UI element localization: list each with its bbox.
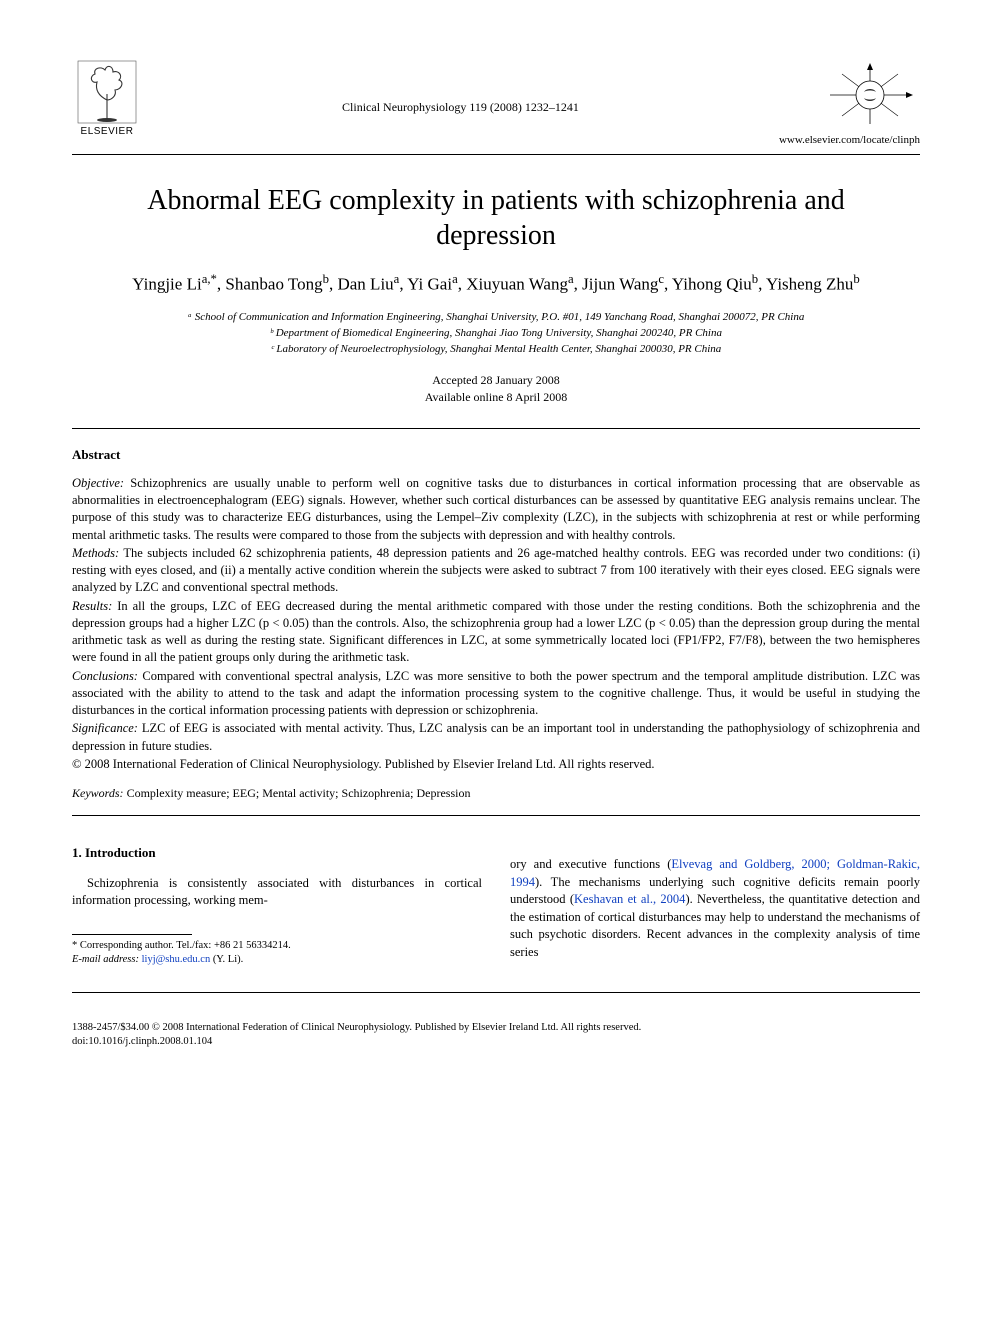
affiliation-b: ᵇ Department of Biomedical Engineering, … xyxy=(72,326,920,342)
abstract-top-rule xyxy=(72,428,920,429)
body-columns: 1. Introduction Schizophrenia is consist… xyxy=(72,844,920,974)
journal-url: www.elsevier.com/locate/clinph xyxy=(779,134,920,146)
abstract-results: Results: In all the groups, LZC of EEG d… xyxy=(72,598,920,667)
email-address[interactable]: liyj@shu.edu.cn xyxy=(142,954,211,965)
significance-label: Significance: xyxy=(72,721,138,735)
body-column-left: 1. Introduction Schizophrenia is consist… xyxy=(72,844,482,974)
publisher-logo: ELSEVIER xyxy=(72,60,142,140)
header-rule xyxy=(72,154,920,155)
abstract-heading: Abstract xyxy=(72,447,920,463)
keywords-label: Keywords: xyxy=(72,786,124,800)
methods-text: The subjects included 62 schizophrenia p… xyxy=(72,546,920,595)
footer-rule xyxy=(72,992,920,993)
publisher-name: ELSEVIER xyxy=(81,126,134,137)
clinph-compass-icon xyxy=(820,60,920,130)
intro-para-1-cont: ory and executive functions (Elvevag and… xyxy=(510,856,920,961)
affiliation-a: ᵃ School of Communication and Informatio… xyxy=(72,310,920,326)
results-label: Results: xyxy=(72,599,112,613)
email-suffix: (Y. Li). xyxy=(213,954,243,965)
objective-text: Schizophrenics are usually unable to per… xyxy=(72,476,920,542)
methods-label: Methods: xyxy=(72,546,119,560)
objective-label: Objective: xyxy=(72,476,124,490)
body-text-1: ory and executive functions ( xyxy=(510,857,671,871)
page: ELSEVIER Clinical Neurophysiology 119 (2… xyxy=(0,0,992,1089)
article-dates: Accepted 28 January 2008 Available onlin… xyxy=(72,372,920,406)
intro-para-1: Schizophrenia is consistently associated… xyxy=(72,875,482,910)
citation-keshavan[interactable]: Keshavan et al., 2004 xyxy=(574,892,685,906)
affiliation-c: ᶜ Laboratory of Neuroelectrophysiology, … xyxy=(72,342,920,358)
affiliations: ᵃ School of Communication and Informatio… xyxy=(72,310,920,358)
corr-email-line: E-mail address: liyj@shu.edu.cn (Y. Li). xyxy=(72,953,482,967)
abstract-copyright: © 2008 International Federation of Clini… xyxy=(72,757,920,772)
abstract-conclusions: Conclusions: Compared with conventional … xyxy=(72,668,920,720)
abstract-objective: Objective: Schizophrenics are usually un… xyxy=(72,475,920,544)
footer-doi: doi:10.1016/j.clinph.2008.01.104 xyxy=(72,1035,920,1049)
corr-author-line: * Corresponding author. Tel./fax: +86 21… xyxy=(72,939,482,953)
abstract: Abstract Objective: Schizophrenics are u… xyxy=(72,447,920,772)
online-date: Available online 8 April 2008 xyxy=(72,389,920,406)
footnote-rule xyxy=(72,934,192,935)
page-footer: 1388-2457/$34.00 © 2008 International Fe… xyxy=(72,1021,920,1049)
corresponding-author-footnote: * Corresponding author. Tel./fax: +86 21… xyxy=(72,939,482,967)
article-title: Abnormal EEG complexity in patients with… xyxy=(132,183,860,253)
abstract-methods: Methods: The subjects included 62 schizo… xyxy=(72,545,920,597)
email-label: E-mail address: xyxy=(72,954,139,965)
abstract-bottom-rule xyxy=(72,815,920,816)
conclusions-text: Compared with conventional spectral anal… xyxy=(72,669,920,718)
accepted-date: Accepted 28 January 2008 xyxy=(72,372,920,389)
abstract-significance: Significance: LZC of EEG is associated w… xyxy=(72,720,920,755)
journal-reference: Clinical Neurophysiology 119 (2008) 1232… xyxy=(142,60,779,115)
conclusions-label: Conclusions: xyxy=(72,669,138,683)
elsevier-tree-icon xyxy=(77,60,137,124)
keywords-line: Keywords: Complexity measure; EEG; Menta… xyxy=(72,786,920,801)
journal-logo-box: www.elsevier.com/locate/clinph xyxy=(779,60,920,146)
keywords-text: Complexity measure; EEG; Mental activity… xyxy=(127,786,471,800)
significance-text: LZC of EEG is associated with mental act… xyxy=(72,721,920,752)
authors-line: Yingjie Lia,*, Shanbao Tongb, Dan Liua, … xyxy=(132,271,860,296)
footer-copyright: 1388-2457/$34.00 © 2008 International Fe… xyxy=(72,1021,920,1035)
header-row: ELSEVIER Clinical Neurophysiology 119 (2… xyxy=(72,60,920,146)
body-column-right: ory and executive functions (Elvevag and… xyxy=(510,844,920,974)
section-heading-intro: 1. Introduction xyxy=(72,844,482,862)
results-text: In all the groups, LZC of EEG decreased … xyxy=(72,599,920,665)
